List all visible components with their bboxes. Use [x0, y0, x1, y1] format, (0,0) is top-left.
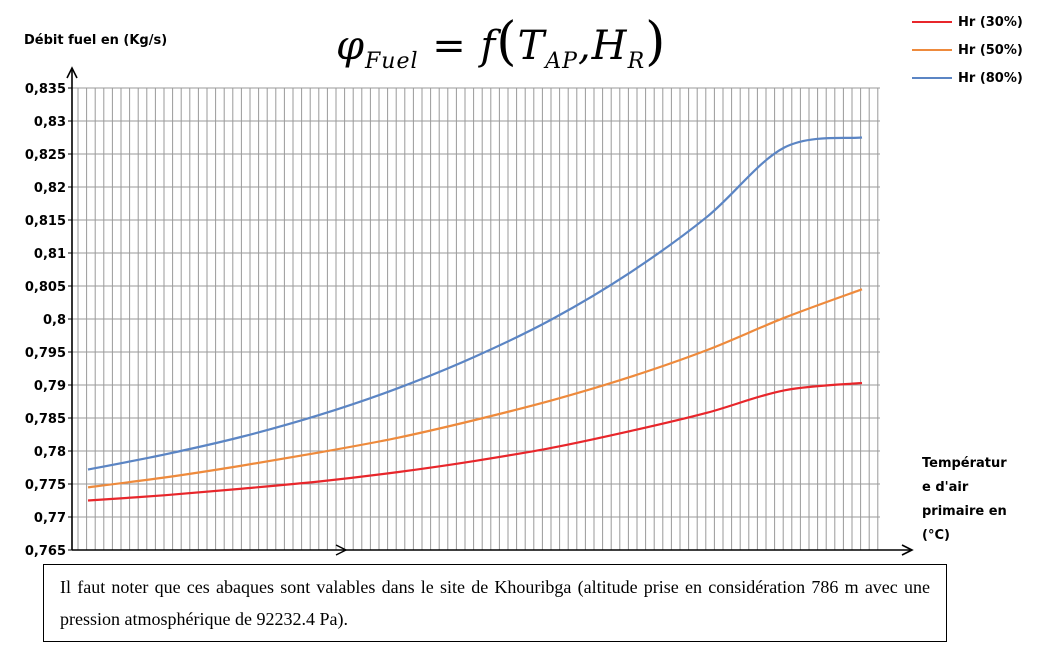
formula-phi-sub: Fuel: [365, 49, 419, 74]
y-tick-label: 0,765: [25, 544, 66, 559]
x-axis-label-line: primaire en: [922, 504, 1007, 519]
series-lines: [87, 136, 863, 502]
y-tick-label: 0,835: [25, 82, 66, 97]
y-tick-label: 0,825: [25, 148, 66, 163]
grid-lines: [72, 87, 880, 551]
y-tick-label: 0,805: [25, 280, 66, 295]
x-axis-label-line: e d'air: [922, 480, 969, 495]
legend-label: Hr (30%): [958, 14, 1023, 30]
y-tick-label: 0,82: [34, 181, 66, 196]
note-box: Il faut noter que ces abaques sont valab…: [43, 564, 947, 642]
legend-swatch: [912, 77, 952, 79]
formula-h-sub: R: [627, 49, 646, 74]
y-tick-label: 0,81: [34, 247, 66, 262]
y-tick-label: 0,815: [25, 214, 66, 229]
y-tick-label: 0,83: [34, 115, 66, 130]
x-axis-label-line: Températur: [922, 456, 1007, 471]
legend-label: Hr (80%): [958, 70, 1023, 86]
x-axis-label-line: (°C): [922, 528, 950, 543]
y-tick-label: 0,78: [34, 445, 66, 460]
x-axis-label: Températur e d'air primaire en (°C): [922, 452, 1044, 548]
legend-label: Hr (50%): [958, 42, 1023, 58]
series-line: [87, 381, 863, 502]
y-axis-label: Débit fuel en (Kg/s): [24, 33, 168, 48]
formula-phi: φ: [336, 23, 366, 69]
x-axis-arrow: [901, 544, 914, 556]
legend-swatch: [912, 49, 952, 51]
legend-item: Hr (80%): [912, 64, 1023, 92]
y-tick-label: 0,785: [25, 412, 66, 427]
y-tick-label: 0,79: [34, 379, 66, 394]
y-tick-label: 0,8: [43, 313, 66, 328]
y-tick-label: 0,77: [34, 511, 66, 526]
y-tick-label: 0,795: [25, 346, 66, 361]
axes: [66, 66, 914, 556]
formula-equals: = f: [418, 23, 497, 69]
series-line: [87, 136, 863, 471]
y-tick-label: 0,775: [25, 478, 66, 493]
formula-h: H: [591, 23, 628, 69]
chart-formula: φFuel = f(TAP,HR): [336, 12, 667, 74]
y-axis-arrow: [66, 66, 78, 79]
legend-item: Hr (30%): [912, 8, 1023, 36]
legend-item: Hr (50%): [912, 36, 1023, 64]
formula-t-sub: AP: [545, 49, 578, 74]
legend: Hr (30%) Hr (50%) Hr (80%): [912, 8, 1023, 92]
y-tick-labels: 0,835 0,83 0,825 0,82 0,815 0,81 0,805 0,8 0,795…: [25, 82, 72, 559]
legend-swatch: [912, 21, 952, 23]
series-line: [87, 288, 863, 489]
formula-t: T: [517, 23, 546, 69]
x-axis-mid-arrow: [335, 544, 348, 556]
